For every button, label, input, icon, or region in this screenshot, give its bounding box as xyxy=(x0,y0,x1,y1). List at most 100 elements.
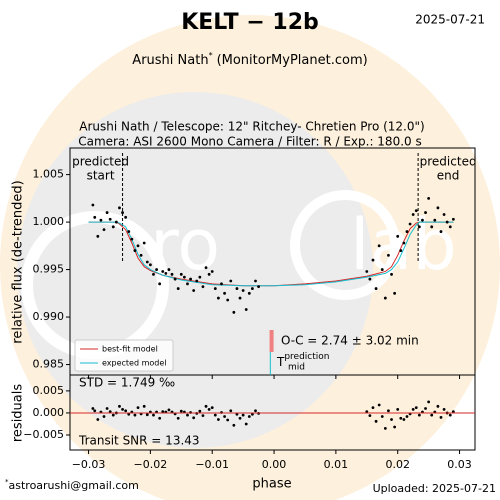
legend-label: expected model xyxy=(102,359,167,368)
residual-point xyxy=(241,413,245,417)
residual-point xyxy=(430,413,434,417)
svg-text:ro: ro xyxy=(150,204,220,286)
residual-point xyxy=(152,413,155,417)
x-tick-label: 0.01 xyxy=(324,458,349,471)
legend-label: best-fit model xyxy=(102,345,158,354)
residual-point xyxy=(198,409,202,413)
residual-point xyxy=(176,416,180,420)
x-axis-label: phase xyxy=(252,477,291,492)
data-point xyxy=(244,308,248,311)
residual-point xyxy=(186,413,189,417)
data-point xyxy=(417,225,421,229)
residual-point xyxy=(167,408,171,412)
y-axis-label: relative flux (de-trended) xyxy=(11,180,26,343)
data-point xyxy=(223,291,226,295)
residual-point xyxy=(405,415,409,418)
camera-line: Camera: ASI 2600 Mono Camera / Filter: R… xyxy=(78,135,421,149)
std-text: STD = 1.749 ‰ xyxy=(79,376,175,390)
data-point xyxy=(436,206,440,210)
data-point xyxy=(241,289,245,292)
residual-point xyxy=(390,418,393,421)
data-point xyxy=(451,217,455,221)
residual-point xyxy=(145,413,149,417)
data-point xyxy=(442,213,446,216)
data-point xyxy=(383,296,387,300)
residual-point xyxy=(244,422,248,426)
data-point xyxy=(439,230,443,233)
data-point xyxy=(118,206,121,210)
data-point xyxy=(229,279,233,283)
residual-point xyxy=(96,418,100,421)
watermark: ro lab xyxy=(0,15,500,500)
data-point xyxy=(91,203,95,207)
residual-point xyxy=(238,416,242,420)
data-point xyxy=(207,272,211,276)
residual-point xyxy=(247,415,251,418)
residual-point xyxy=(448,413,452,417)
predicted-label: predicted xyxy=(420,155,477,169)
tmid-label: Tprediction xyxy=(276,352,330,369)
residual-point xyxy=(380,415,384,418)
data-point xyxy=(96,234,100,238)
residual-point xyxy=(365,410,369,414)
data-point xyxy=(136,244,140,248)
residual-point xyxy=(158,416,162,420)
data-point xyxy=(399,249,403,252)
residual-point xyxy=(254,409,257,413)
residual-point xyxy=(179,409,183,413)
residual-point xyxy=(111,413,115,417)
y-tick-label: 1.000 xyxy=(33,215,65,228)
data-point xyxy=(445,220,449,224)
data-point xyxy=(195,279,199,283)
data-point xyxy=(164,271,168,275)
email-text: astroarushi@gmail.com xyxy=(9,479,139,492)
chart-title: KELT − 12b xyxy=(181,10,319,35)
residual-point xyxy=(210,406,214,410)
data-point xyxy=(167,268,171,271)
data-point xyxy=(251,287,254,290)
y-tick-label: 1.005 xyxy=(33,168,65,181)
residual-point xyxy=(229,409,233,413)
x-tick-label: −0.01 xyxy=(195,458,229,471)
data-point xyxy=(173,277,177,281)
residual-point xyxy=(251,412,254,416)
residual-point xyxy=(216,418,220,421)
data-point xyxy=(368,277,372,281)
snr-text: Transit SNR = 13.43 xyxy=(78,434,200,448)
residual-point xyxy=(213,413,217,417)
data-point xyxy=(182,275,186,279)
data-point xyxy=(402,241,406,245)
residual-point xyxy=(393,425,397,429)
residual-point xyxy=(223,415,226,418)
tmid-symbol: T xyxy=(276,355,285,369)
data-point xyxy=(424,211,427,214)
x-tick-label: 0.02 xyxy=(385,458,410,471)
residual-point xyxy=(207,408,211,411)
residual-point xyxy=(204,404,208,408)
predicted-label: predicted xyxy=(72,155,129,169)
residual-point xyxy=(235,412,239,416)
data-point xyxy=(220,282,223,286)
data-point xyxy=(105,211,109,214)
residual-point xyxy=(121,408,124,411)
data-point xyxy=(380,268,384,271)
residual-point xyxy=(118,404,121,408)
residual-point xyxy=(133,413,137,417)
predicted-label: end xyxy=(437,169,460,183)
data-point xyxy=(216,296,220,300)
observer-line: Arushi Nath / Telescope: 12" Ritchey- Ch… xyxy=(79,120,424,134)
data-point xyxy=(189,277,192,281)
x-tick-label: −0.02 xyxy=(134,458,168,471)
residual-point xyxy=(451,410,455,414)
residual-point xyxy=(417,413,421,417)
residual-point xyxy=(161,410,165,414)
residual-point xyxy=(387,409,390,413)
data-point xyxy=(127,230,131,233)
data-point xyxy=(371,258,375,262)
data-point xyxy=(396,234,400,238)
residual-point xyxy=(442,408,446,411)
data-point xyxy=(198,275,202,279)
data-point xyxy=(179,272,183,276)
residual-point xyxy=(374,419,378,423)
